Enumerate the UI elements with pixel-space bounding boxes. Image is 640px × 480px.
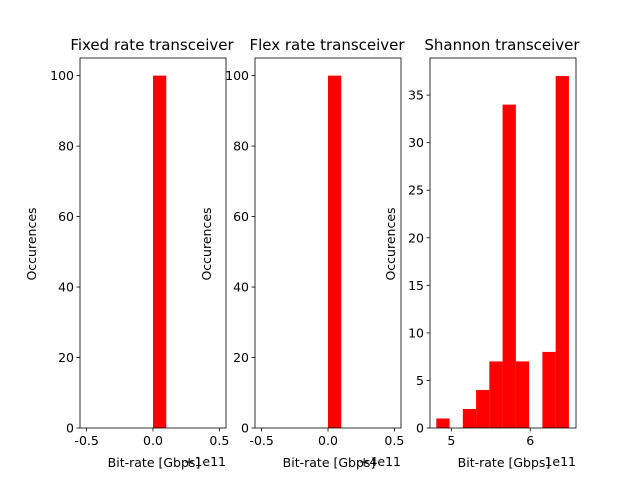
histogram-bar [328,75,342,429]
x-tick-label: 0.0 [318,433,338,448]
y-tick-label: 0 [416,421,424,436]
y-tick-label: 100 [50,68,74,83]
y-tick-label: 0 [66,421,74,436]
y-tick-label: 0 [241,421,249,436]
x-axis-label: Bit-rate [Gbps] [458,455,551,470]
histogram-bar [436,418,450,428]
panel-fixed-rate: Fixed rate transceiver Occurences Bit-ra… [24,36,235,470]
y-tick-label: 60 [233,209,249,224]
y-axis-label: Occurences [199,207,214,280]
chart-title: Shannon transceiver [424,36,580,54]
y-tick-label: 100 [225,68,249,83]
y-tick-label: 60 [58,209,74,224]
y-tick-label: 40 [233,280,249,295]
histogram-bar [555,76,569,428]
y-tick-label: 35 [408,88,424,103]
y-tick-label: 20 [408,230,424,245]
histogram-bar [502,104,516,429]
x-offset-label: 1e11 [544,454,576,469]
x-tick-label: -0.5 [249,433,273,448]
y-tick-label: 30 [408,135,424,150]
y-axis-label: Occurences [24,207,39,280]
x-tick-label: 0.5 [384,433,404,448]
x-tick-label: 6 [526,433,534,448]
y-tick-label: 25 [408,183,424,198]
y-axis-label: Occurences [383,207,398,280]
histogram-bar [542,351,556,428]
y-tick-label: 40 [58,280,74,295]
y-tick-label: 80 [233,139,249,154]
x-tick-label: -0.5 [74,433,98,448]
y-tick-label: 20 [233,350,249,365]
y-tick-label: 20 [58,350,74,365]
y-tick-label: 10 [408,325,424,340]
y-tick-label: 80 [58,139,74,154]
y-tick-label: 15 [408,278,424,293]
panel-flex-rate: Flex rate transceiver Occurences Bit-rat… [199,36,405,470]
x-offset-label: +1e11 [184,454,226,469]
panel-shannon: Shannon transceiver Occurences Bit-rate … [383,36,580,470]
x-tick-label: 0.0 [143,433,163,448]
histogram-bar [153,75,167,429]
x-tick-label: 5 [447,433,455,448]
x-axis-label: Bit-rate [Gbps] [283,455,376,470]
histogram-bar [476,389,490,428]
chart-title: Flex rate transceiver [249,36,405,54]
chart-title: Fixed rate transceiver [70,36,234,54]
y-tick-label: 5 [416,373,424,388]
x-offset-label: +4e11 [359,454,401,469]
axes-frame [429,57,577,429]
histogram-bar [489,361,503,428]
histogram-bar [462,408,477,428]
x-tick-label: 0.5 [209,433,229,448]
x-axis-label: Bit-rate [Gbps] [108,455,201,470]
histogram-bar [515,361,530,428]
